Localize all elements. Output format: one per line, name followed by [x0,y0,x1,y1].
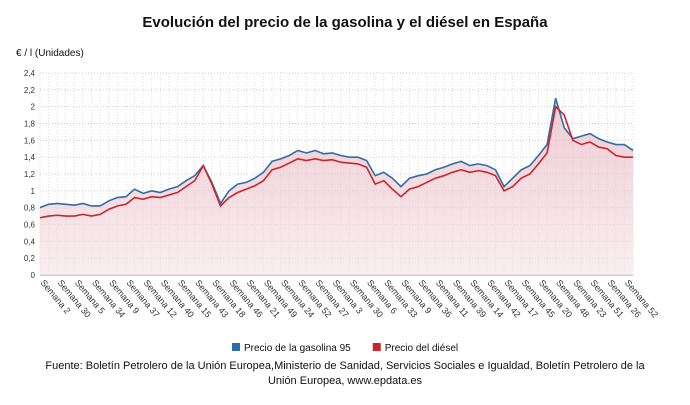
legend-swatch [372,343,381,351]
y-tick-label: 0,6 [24,221,36,230]
y-tick-label: 2 [31,103,36,112]
y-tick-label: 0 [31,271,36,280]
y-tick-label: 1,8 [24,120,36,129]
y-tick-label: 0,4 [24,237,36,246]
y-tick-label: 1,2 [24,170,36,179]
y-tick-label: 0,2 [24,254,36,263]
y-tick-label: 0,8 [24,204,36,213]
y-tick-label: 1,6 [24,136,36,145]
line [39,105,633,219]
y-tick-label: 1 [31,187,36,196]
chart-title: Evolución del precio de la gasolina y el… [142,14,548,31]
y-tick-label: 1,4 [24,153,36,162]
legend-label: Precio del diésel [385,343,458,354]
y-axis-label: € / l (Unidades) [16,48,84,59]
legend-swatch [232,343,240,351]
y-tick-label: 2,4 [24,69,36,78]
source: Fuente: Boletín Petrolero de la Unión Eu… [45,360,645,387]
line [39,98,634,209]
y-tick-label: 2,2 [24,86,36,95]
chart: Evolución del precio de la gasolina y el… [16,14,660,354]
legend-label: Precio de la gasolina 95 [244,343,351,354]
area [40,98,633,275]
